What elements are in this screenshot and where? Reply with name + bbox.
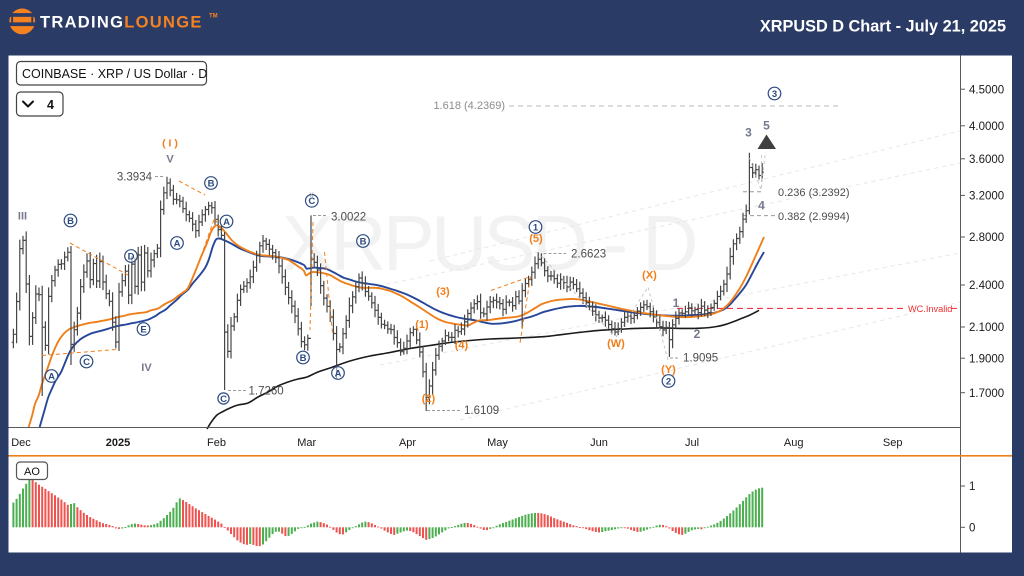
svg-text:(5): (5)	[529, 233, 543, 245]
svg-text:Jun: Jun	[590, 437, 608, 449]
svg-text:Feb: Feb	[207, 437, 226, 449]
svg-text:2.1000: 2.1000	[969, 322, 1004, 334]
svg-text:(2): (2)	[422, 393, 436, 405]
svg-text:IV: IV	[141, 362, 152, 374]
svg-text:3.0022: 3.0022	[331, 212, 366, 224]
svg-text:2.6623: 2.6623	[571, 249, 606, 261]
svg-text:2.4000: 2.4000	[969, 280, 1004, 292]
svg-text:Jul: Jul	[685, 437, 699, 449]
svg-text:(1): (1)	[415, 319, 429, 331]
svg-text:(3): (3)	[436, 286, 450, 298]
svg-text:3.6000: 3.6000	[969, 154, 1004, 166]
svg-text:Sep: Sep	[883, 437, 903, 449]
svg-text:1.7260: 1.7260	[249, 385, 284, 397]
svg-text:(W): (W)	[607, 338, 625, 350]
svg-text:COINBASE · XRP / US Dollar · D: COINBASE · XRP / US Dollar · D	[22, 67, 207, 81]
svg-text:1: 1	[969, 481, 975, 493]
svg-text:5: 5	[763, 119, 770, 133]
svg-text:0.382 (2.9994): 0.382 (2.9994)	[778, 211, 850, 223]
svg-text:A: A	[48, 371, 55, 382]
svg-text:WC.Invalid: WC.Invalid	[908, 304, 952, 314]
svg-text:2: 2	[694, 327, 701, 341]
svg-text:1.6109: 1.6109	[464, 405, 499, 417]
svg-text:1.9095: 1.9095	[683, 353, 718, 365]
svg-text:C: C	[83, 357, 90, 368]
svg-text:0: 0	[969, 523, 975, 535]
svg-text:3.3934: 3.3934	[117, 172, 153, 184]
svg-text:B: B	[360, 236, 367, 247]
svg-text:B: B	[67, 216, 74, 227]
svg-text:D: D	[128, 251, 135, 262]
svg-text:2: 2	[666, 376, 671, 387]
svg-text:(Y): (Y)	[661, 364, 676, 376]
svg-text:0.236 (3.2392): 0.236 (3.2392)	[778, 187, 850, 199]
svg-text:(4): (4)	[455, 340, 469, 352]
svg-text:XRPUSD - D: XRPUSD - D	[282, 199, 695, 287]
svg-text:C: C	[308, 196, 315, 207]
svg-text:3: 3	[745, 126, 752, 140]
svg-text:XRPUSD D Chart - July 21, 2025: XRPUSD D Chart - July 21, 2025	[760, 18, 1006, 36]
svg-text:TM: TM	[209, 14, 218, 20]
svg-text:AO: AO	[24, 466, 40, 478]
svg-text:1: 1	[533, 222, 539, 233]
svg-text:Apr: Apr	[399, 437, 416, 449]
svg-text:A: A	[223, 217, 230, 228]
svg-text:4.0000: 4.0000	[969, 121, 1004, 133]
svg-text:A: A	[174, 238, 181, 249]
svg-text:B: B	[208, 178, 215, 189]
svg-text:3.2000: 3.2000	[969, 191, 1004, 203]
svg-text:(X): (X)	[642, 270, 657, 282]
svg-text:2025: 2025	[106, 437, 130, 449]
svg-text:1.9000: 1.9000	[969, 353, 1004, 365]
svg-text:TRADINGLOUNGE: TRADINGLOUNGE	[40, 14, 203, 32]
svg-text:4: 4	[47, 98, 54, 112]
svg-text:( I ): ( I )	[162, 138, 178, 150]
svg-text:4: 4	[758, 199, 765, 213]
svg-text:V: V	[166, 154, 174, 166]
svg-text:C: C	[220, 394, 227, 405]
svg-text:E: E	[140, 324, 146, 335]
svg-text:1: 1	[673, 296, 680, 310]
svg-text:May: May	[487, 437, 508, 449]
svg-text:III: III	[18, 211, 27, 223]
svg-text:3: 3	[772, 89, 777, 100]
svg-text:1.618 (4.2369): 1.618 (4.2369)	[433, 100, 505, 112]
svg-text:1.7000: 1.7000	[969, 388, 1004, 400]
svg-text:Dec: Dec	[11, 437, 31, 449]
svg-text:B: B	[300, 353, 307, 364]
svg-text:4.5000: 4.5000	[969, 84, 1004, 96]
svg-text:A: A	[335, 368, 342, 379]
svg-text:Aug: Aug	[784, 437, 804, 449]
svg-text:Mar: Mar	[297, 437, 316, 449]
svg-text:2.8000: 2.8000	[969, 232, 1004, 244]
svg-text:x: x	[310, 190, 314, 199]
